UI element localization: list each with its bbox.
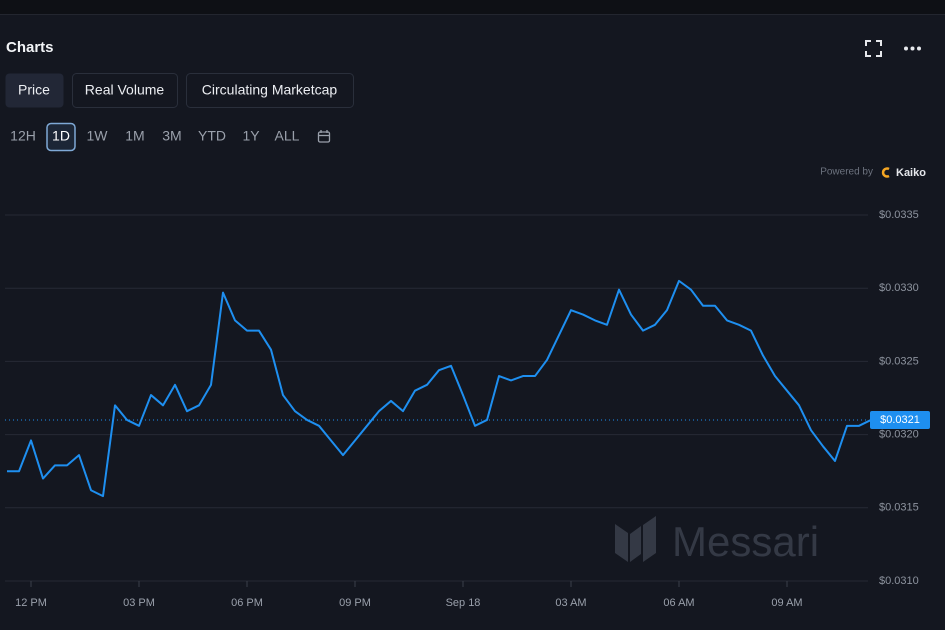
x-tick-label: 06 AM [663,597,694,609]
x-tick-label: Sep 18 [446,597,481,609]
provider: Kaiko [896,167,926,179]
range-button[interactable]: YTD [198,128,226,144]
range-button[interactable]: 1M [125,128,144,144]
x-tick-label: 03 AM [555,597,586,609]
x-tick-label: 12 PM [15,597,47,609]
range-button[interactable]: 3M [162,128,181,144]
tab[interactable] [186,73,354,108]
watermark: Messari [672,518,819,565]
range-button[interactable]: ALL [275,128,300,144]
y-tick-label: $0.0325 [879,355,919,367]
y-tick-label: $0.0320 [879,429,919,441]
watermark-logo [615,516,656,562]
range-button[interactable]: 1Y [242,128,260,144]
calendar-icon[interactable] [317,130,331,143]
tab[interactable] [72,73,178,108]
x-tick-label: 06 PM [231,597,263,609]
current-price-label: $0.0321 [880,414,920,426]
x-tick-label: 09 AM [771,597,802,609]
kaiko-logo [881,167,890,178]
section-title: Charts [6,39,54,56]
range-button[interactable]: 1D [52,128,70,144]
more-icon[interactable] [904,46,921,51]
y-tick-label: $0.0335 [879,209,919,221]
y-tick-label: $0.0330 [879,282,919,294]
top-bar [0,0,945,14]
x-tick-label: 03 PM [123,597,155,609]
range-button[interactable]: 1W [87,128,109,144]
x-tick-label: 09 PM [339,597,371,609]
tab-label[interactable]: Real Volume [85,82,165,98]
powered-by: Powered by [820,167,873,178]
fullscreen-icon[interactable] [865,40,882,57]
range-button[interactable]: 12H [10,128,36,144]
y-tick-label: $0.0315 [879,502,919,514]
tab-label[interactable]: Circulating Marketcap [202,82,338,98]
y-tick-label: $0.0310 [879,575,919,587]
current-price-tag [870,410,930,429]
range-active[interactable] [46,122,76,152]
tab-label[interactable]: Price [18,82,50,98]
price-line [7,279,872,498]
tab[interactable] [5,73,64,108]
